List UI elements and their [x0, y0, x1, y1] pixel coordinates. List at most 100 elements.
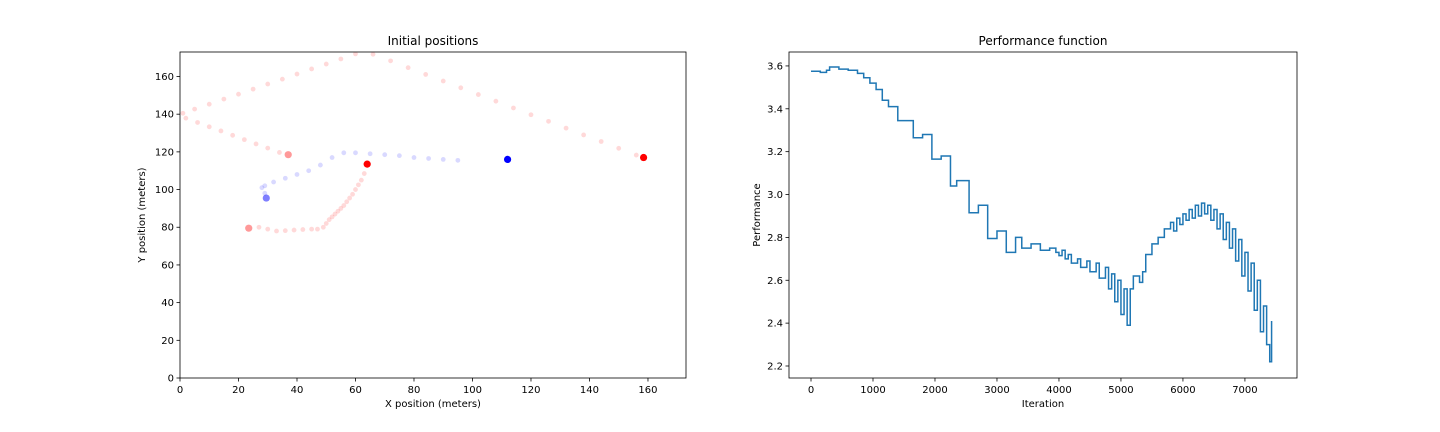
- point: [338, 56, 344, 62]
- point: [338, 206, 344, 211]
- x-tick-label: 0: [177, 385, 183, 396]
- y-tick-label: 160: [155, 72, 174, 83]
- point: [341, 150, 347, 156]
- point: [361, 171, 367, 176]
- x-tick-label: 2000: [922, 385, 947, 396]
- point: [206, 101, 212, 107]
- y-tick-label: 2.8: [767, 233, 783, 244]
- x-tick-label: 100: [463, 385, 482, 396]
- plot-area: [811, 66, 1273, 363]
- point: [265, 81, 271, 87]
- point: [317, 162, 323, 168]
- y-tick-label: 3.0: [767, 190, 783, 201]
- point: [271, 179, 276, 185]
- x-tick-label: 3000: [984, 385, 1009, 396]
- point: [411, 155, 417, 160]
- y-tick-label: 100: [155, 185, 174, 196]
- y-tick-label: 140: [155, 110, 174, 121]
- point: [639, 153, 648, 162]
- point: [598, 139, 604, 144]
- point: [277, 150, 282, 155]
- point: [329, 214, 335, 220]
- y-axis-label: Performance: [752, 183, 763, 246]
- point: [546, 118, 551, 124]
- plot-area: [180, 52, 648, 234]
- y-tick-label: 2.2: [767, 361, 783, 372]
- point: [363, 160, 371, 168]
- point: [323, 61, 329, 67]
- x-tick-label: 160: [638, 385, 657, 396]
- point: [282, 228, 288, 234]
- point: [347, 195, 353, 201]
- point: [329, 155, 335, 160]
- point: [253, 141, 259, 147]
- point: [309, 66, 315, 72]
- point: [306, 168, 312, 174]
- y-axis-label: Y position (meters): [137, 167, 148, 263]
- y-tick-label: 80: [161, 223, 174, 234]
- point: [423, 72, 429, 77]
- point: [370, 52, 376, 57]
- point: [633, 152, 639, 158]
- chart-title: Performance function: [979, 34, 1108, 48]
- point: [279, 76, 285, 82]
- point: [250, 86, 256, 92]
- point: [218, 128, 224, 134]
- x-tick-label: 1000: [860, 385, 885, 396]
- x-tick-label: 40: [291, 385, 304, 396]
- x-tick-label: 80: [408, 385, 421, 396]
- point: [356, 182, 361, 188]
- y-tick-label: 3.2: [767, 147, 783, 158]
- point: [350, 191, 355, 197]
- point: [405, 65, 411, 71]
- point: [291, 227, 297, 233]
- point: [183, 115, 189, 121]
- point: [335, 208, 341, 214]
- y-tick-label: 60: [161, 260, 174, 271]
- y-tick-label: 40: [161, 298, 174, 309]
- y-tick-label: 3.4: [767, 104, 783, 115]
- point: [284, 151, 292, 159]
- x-tick-label: 60: [349, 385, 362, 396]
- axes-frame: [788, 51, 1298, 379]
- point: [294, 71, 300, 77]
- axes-frame: [179, 51, 687, 379]
- point: [493, 98, 499, 104]
- point: [320, 224, 326, 230]
- point: [221, 96, 227, 102]
- point: [616, 145, 622, 151]
- x-tick-label: 0: [808, 385, 814, 396]
- point: [282, 175, 288, 181]
- point: [475, 92, 481, 97]
- x-tick-label: 4000: [1046, 385, 1071, 396]
- point: [315, 226, 320, 232]
- point: [262, 194, 270, 202]
- x-tick-label: 7000: [1232, 385, 1257, 396]
- point: [265, 145, 271, 151]
- point: [180, 110, 186, 116]
- point: [236, 91, 241, 97]
- point: [309, 226, 315, 232]
- point: [511, 105, 516, 111]
- point: [455, 157, 461, 163]
- point: [353, 52, 358, 57]
- point: [265, 226, 271, 232]
- point: [245, 224, 253, 232]
- point: [396, 153, 402, 159]
- point: [262, 183, 268, 189]
- point: [206, 124, 212, 130]
- x-tick-label: 120: [521, 385, 540, 396]
- point: [230, 132, 236, 138]
- x-tick-label: 20: [232, 385, 245, 396]
- x-axis-label: X position (meters): [385, 399, 481, 410]
- point: [294, 172, 300, 177]
- point: [300, 227, 306, 232]
- y-tick-label: 3.6: [767, 61, 783, 72]
- point: [367, 151, 373, 157]
- point: [256, 224, 262, 230]
- x-tick-label: 5000: [1108, 385, 1133, 396]
- point: [581, 132, 587, 138]
- line: [811, 66, 1273, 363]
- point: [358, 177, 364, 183]
